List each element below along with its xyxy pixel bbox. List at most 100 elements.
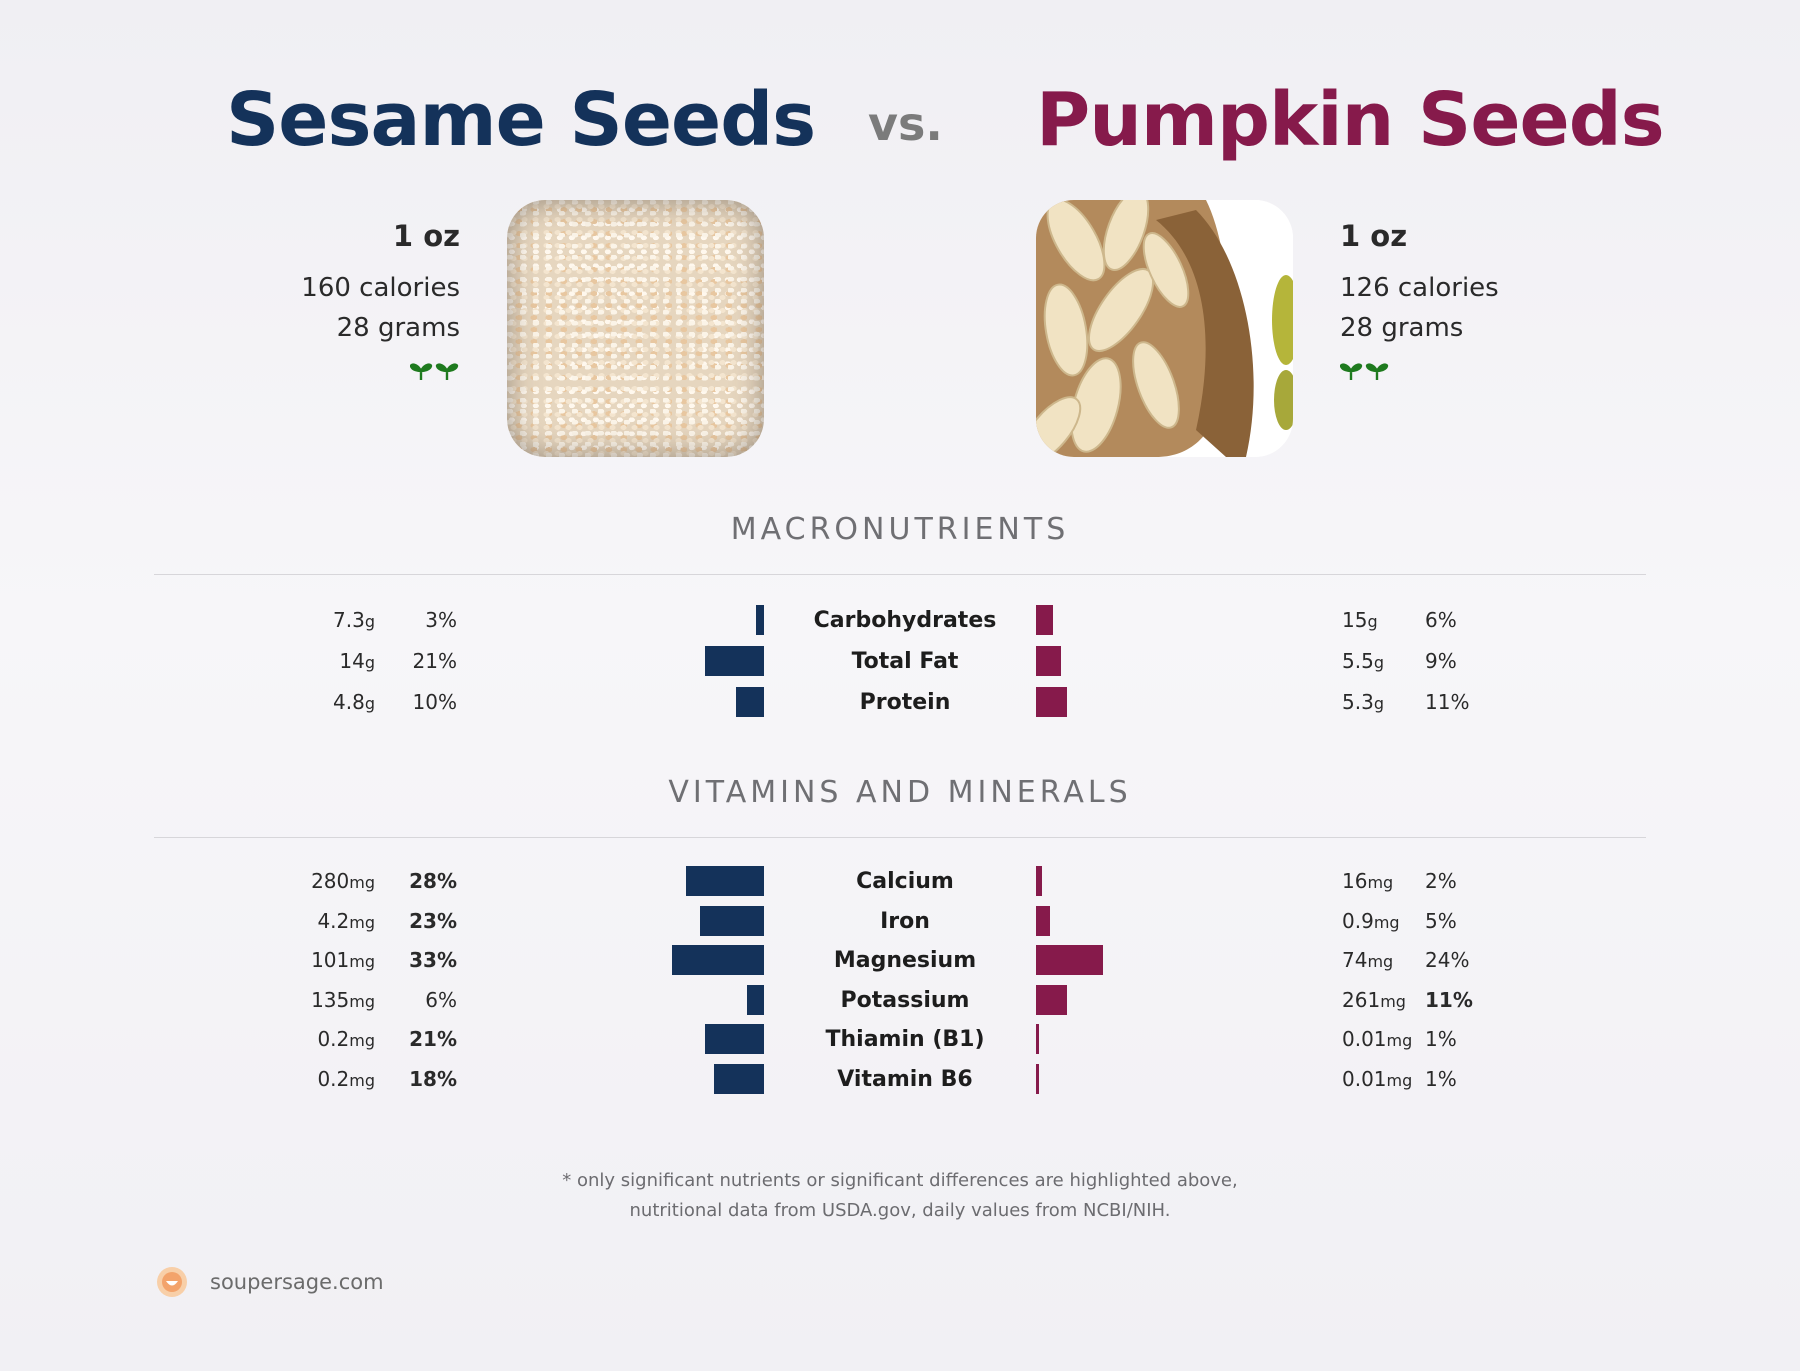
left-bar <box>747 984 764 1015</box>
left-amount: 0.2mg <box>317 1025 375 1055</box>
left-percent: 3% <box>425 608 457 632</box>
left-amount-value: 135 <box>311 987 350 1012</box>
left-bar <box>705 1024 764 1054</box>
left-amount: 0.2mg <box>317 1065 375 1095</box>
left-calories: 160 calories <box>301 273 460 303</box>
right-amount-unit: mg <box>1386 1070 1413 1090</box>
left-amount: 14g <box>339 647 375 677</box>
footnote-line-2: nutritional data from USDA.gov, daily va… <box>629 1200 1171 1221</box>
left-amount-value: 0.2 <box>317 1066 350 1091</box>
left-percent: 21% <box>409 1027 457 1051</box>
right-amount-unit: g <box>1373 653 1384 672</box>
left-bar <box>699 905 764 936</box>
right-bar <box>1036 984 1067 1015</box>
right-amount-unit: mg <box>1367 873 1394 892</box>
right-amount: 74mg <box>1342 946 1393 976</box>
left-amount-value: 14 <box>339 649 365 673</box>
left-bar <box>671 945 764 975</box>
nutrient-label: Carbohydrates <box>813 608 997 633</box>
right-percent: 9% <box>1425 649 1457 673</box>
vitamins-heading: VITAMINS AND MINERALS <box>668 775 1132 810</box>
right-amount-unit: mg <box>1373 912 1400 932</box>
right-amount-unit: mg <box>1380 991 1406 1011</box>
right-food-title: Pumpkin Seeds <box>1036 77 1665 163</box>
right-bar <box>1036 687 1067 717</box>
right-amount-value: 0.9 <box>1342 908 1374 933</box>
right-amount: 5.5g <box>1342 647 1384 677</box>
macronutrients-heading: MACRONUTRIENTS <box>730 512 1070 547</box>
left-amount: 101mg <box>311 946 375 976</box>
right-amount-value: 0.01 <box>1342 1027 1387 1051</box>
left-amount: 135mg <box>311 986 375 1016</box>
left-food-info: 1 oz 160 calories 28 grams <box>301 216 460 390</box>
left-amount-value: 0.2 <box>317 1027 350 1051</box>
versus-label: vs. <box>868 97 943 151</box>
sesame-seeds-photo <box>507 200 764 457</box>
left-amount-value: 4.8 <box>333 690 365 714</box>
left-percent: 33% <box>409 948 457 972</box>
sprout-icon <box>1339 363 1389 380</box>
nutrient-label: Vitamin B6 <box>837 1066 973 1092</box>
right-sprout-icons <box>1339 360 1499 390</box>
right-food-info: 1 oz 126 calories 28 grams <box>1339 216 1499 390</box>
site-link[interactable]: soupersage.com <box>210 1270 384 1294</box>
right-amount-value: 5.3 <box>1342 690 1374 714</box>
right-amount-value: 15 <box>1342 608 1368 632</box>
right-amount-unit: g <box>1367 612 1378 631</box>
left-percent: 21% <box>412 649 457 673</box>
right-percent: 1% <box>1425 1027 1457 1051</box>
left-bar <box>705 646 764 676</box>
left-amount-value: 4.2 <box>317 908 350 933</box>
pumpkin-seeds-photo <box>1036 200 1293 457</box>
left-grams: 28 grams <box>336 313 460 343</box>
left-amount-unit: mg <box>349 873 375 892</box>
nutrient-label: Potassium <box>840 987 970 1013</box>
right-percent: 11% <box>1425 690 1470 714</box>
right-bar <box>1036 605 1053 635</box>
right-amount-value: 0.01 <box>1342 1066 1387 1091</box>
right-serving-size: 1 oz <box>1340 219 1408 253</box>
right-percent: 2% <box>1425 869 1457 893</box>
right-amount: 0.9mg <box>1342 907 1400 937</box>
left-food-title: Sesame Seeds <box>226 77 816 163</box>
right-amount: 261mg <box>1342 986 1406 1016</box>
right-amount-value: 261 <box>1342 987 1381 1012</box>
left-amount-value: 280 <box>311 869 350 893</box>
left-percent: 28% <box>409 869 457 893</box>
right-amount: 15g <box>1342 606 1378 636</box>
left-amount-unit: g <box>364 694 375 713</box>
left-amount: 4.2mg <box>317 907 375 937</box>
left-amount-unit: mg <box>349 991 375 1011</box>
right-amount-unit: g <box>1373 694 1384 713</box>
right-amount-unit: mg <box>1386 1031 1413 1050</box>
right-amount-value: 16 <box>1342 869 1368 893</box>
left-percent: 18% <box>409 1066 457 1091</box>
right-grams: 28 grams <box>1340 313 1464 343</box>
left-sprout-icons <box>301 360 460 390</box>
left-amount-unit: mg <box>349 1031 375 1050</box>
right-bar <box>1036 866 1042 896</box>
right-bar <box>1036 905 1050 936</box>
vitamins-divider <box>154 837 1646 838</box>
right-calories: 126 calories <box>1340 273 1499 303</box>
right-bar <box>1036 945 1104 975</box>
nutrient-label: Thiamin (B1) <box>825 1027 985 1052</box>
left-bar <box>736 687 764 717</box>
left-bar <box>685 866 764 896</box>
right-amount-value: 5.5 <box>1342 649 1374 673</box>
left-percent: 23% <box>409 908 457 933</box>
right-bar <box>1036 1024 1039 1054</box>
right-bar <box>1036 646 1062 676</box>
soupersage-logo-icon <box>156 1266 188 1298</box>
left-serving-size: 1 oz <box>392 219 460 253</box>
right-percent: 5% <box>1425 908 1457 933</box>
left-amount-unit: mg <box>349 1070 375 1090</box>
left-amount: 7.3g <box>333 606 375 636</box>
right-percent: 1% <box>1425 1066 1457 1091</box>
macronutrients-divider <box>154 574 1646 575</box>
left-amount: 4.8g <box>333 688 375 718</box>
right-amount: 16mg <box>1342 867 1393 897</box>
left-amount-unit: mg <box>349 912 375 932</box>
left-amount: 280mg <box>311 867 375 897</box>
left-bar <box>755 605 764 635</box>
